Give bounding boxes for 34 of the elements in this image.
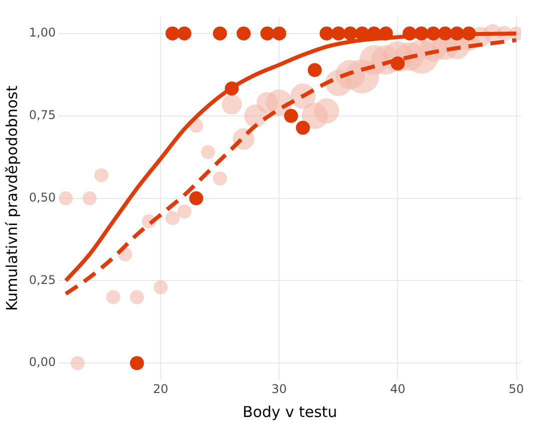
point (224, 82, 239, 96)
point (355, 26, 370, 40)
point (320, 26, 334, 40)
y-tick-label: 1,00 (29, 26, 56, 40)
point (462, 26, 476, 40)
x-tick-label: 30 (272, 382, 287, 396)
point (450, 26, 464, 40)
point (296, 120, 310, 135)
point (189, 191, 204, 206)
y-tick-label: 0,00 (29, 355, 56, 370)
point (177, 26, 192, 40)
y-axis-title: Kumulativní pravděpodobnost (2, 86, 21, 311)
x-tick-label: 20 (153, 382, 168, 396)
point (212, 26, 227, 40)
point (130, 356, 144, 370)
point (272, 26, 286, 40)
y-tick-label: 0,75 (29, 108, 56, 122)
point (402, 26, 417, 40)
point (414, 26, 428, 40)
point (378, 26, 393, 40)
point (308, 63, 322, 78)
x-axis-title: Body v testu (242, 402, 338, 421)
y-tick-label: 0,25 (29, 272, 56, 287)
point (331, 26, 346, 40)
x-tick-label: 50 (508, 382, 524, 396)
point (343, 26, 358, 40)
point (236, 26, 251, 40)
point (284, 108, 298, 123)
x-tick-label: 40 (390, 382, 406, 396)
point (438, 26, 452, 40)
y-tick-label: 0,50 (29, 190, 56, 204)
point (426, 26, 440, 40)
point (166, 26, 180, 40)
point (260, 26, 274, 40)
